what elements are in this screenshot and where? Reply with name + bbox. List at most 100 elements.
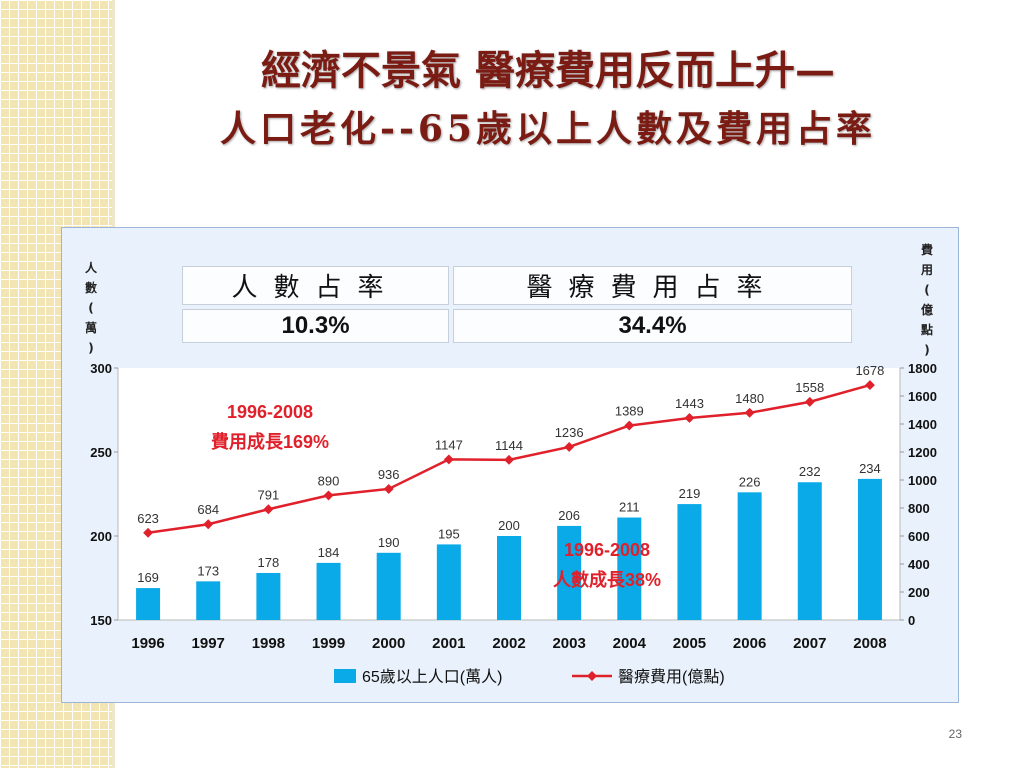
line-value-label: 1443	[675, 396, 704, 411]
bar	[617, 517, 642, 620]
yleft-label-char: 人	[84, 261, 97, 275]
bar	[316, 562, 341, 620]
line-value-label: 1480	[735, 391, 764, 406]
line-marker	[624, 420, 635, 431]
line-value-label: 1147	[435, 437, 463, 452]
x-axis-category-label: 2002	[492, 635, 525, 652]
right-axis-tick-label: 0	[908, 613, 915, 628]
line-value-label: 684	[197, 502, 219, 517]
bar	[136, 588, 161, 620]
right-axis-tick-label: 800	[908, 501, 930, 516]
slide-title-line-1: 經濟不景氣 醫療費用反而上升—	[261, 47, 835, 94]
bar	[436, 544, 461, 620]
x-axis-category-label: 1999	[312, 635, 345, 652]
combo-chart: 150 200 250 300 0 200 400 600 800 1000 1200 1400 160…	[90, 361, 937, 686]
right-axis-tick-label: 1400	[908, 417, 937, 432]
line-marker	[744, 407, 755, 418]
chart-panel: 人數 (萬) 費用 (億點) 人數占率 醫療費用占率 10.3% 34.4% 150…	[61, 227, 959, 703]
bar-value-label: 232	[799, 464, 821, 479]
right-axis-title: 費用 (億點)	[918, 240, 936, 360]
right-axis-tick-label: 1200	[908, 445, 937, 460]
bar-value-label: 206	[558, 508, 580, 523]
line-value-label: 936	[378, 467, 400, 482]
bar	[557, 525, 582, 620]
x-axis-category-label: 1996	[131, 635, 164, 652]
line-marker	[684, 413, 695, 423]
yright-label-char: 費	[920, 243, 933, 257]
annotation-cost-growth: 費用成長169%	[211, 431, 329, 452]
yleft-label-char: 數	[84, 281, 97, 295]
bar	[497, 536, 521, 620]
yright-label-char: 用	[920, 263, 933, 277]
x-axis-category-label: 2007	[793, 635, 826, 652]
bar-value-label: 211	[619, 500, 640, 515]
bar-value-label: 184	[318, 545, 340, 560]
line-marker	[804, 396, 815, 407]
bar-value-label: 219	[679, 486, 701, 501]
x-axis-category-label: 2004	[613, 635, 647, 652]
x-axis-category-label: 2003	[552, 635, 585, 652]
summary-value-population-share: 10.3%	[182, 309, 450, 343]
line-value-label: 890	[318, 473, 340, 488]
line-marker	[383, 484, 394, 494]
line-marker	[143, 527, 154, 538]
summary-table: 人數占率 醫療費用占率 10.3% 34.4%	[178, 262, 856, 347]
left-axis-tick-label: 150	[90, 613, 112, 628]
line-marker	[864, 380, 875, 391]
x-axis-category-label: 2000	[372, 635, 405, 652]
yright-label-char: (	[924, 283, 930, 297]
slide-number: 23	[948, 727, 962, 741]
bar	[737, 492, 762, 620]
bar	[256, 572, 281, 620]
legend-bar-swatch	[334, 669, 356, 683]
bar-value-label: 178	[258, 555, 280, 570]
bar-value-label: 169	[137, 570, 159, 585]
bar	[196, 581, 221, 620]
line-value-label: 1144	[495, 438, 523, 453]
x-axis-category-label: 1997	[192, 635, 225, 652]
line-marker	[443, 454, 454, 465]
left-axis-tick-label: 250	[90, 445, 112, 460]
summary-header-cost-share: 醫療費用占率	[453, 266, 852, 305]
bar-value-label: 226	[739, 474, 761, 489]
bar	[857, 478, 882, 620]
line-value-label: 1558	[795, 380, 824, 395]
yright-label-char: 億	[920, 303, 933, 317]
line-value-label: 1389	[615, 404, 644, 419]
right-axis-tick-label: 200	[908, 585, 930, 600]
left-axis-tick-label: 300	[90, 361, 112, 376]
legend-bar-label: 65歲以上人口(萬人)	[362, 668, 502, 686]
line-value-label: 1236	[555, 425, 584, 440]
line-value-label: 623	[137, 511, 159, 526]
yleft-label-char: )	[88, 341, 94, 355]
right-axis-tick-label: 1000	[908, 473, 937, 488]
x-axis-category-label: 2005	[673, 635, 706, 652]
line-marker	[564, 442, 575, 452]
bar	[376, 552, 401, 620]
bar	[677, 504, 702, 620]
legend-line-marker	[587, 671, 597, 681]
yleft-label-char: (	[88, 301, 94, 315]
bar-value-label: 234	[859, 461, 881, 476]
left-axis-tick-label: 200	[90, 529, 112, 544]
right-axis-tick-label: 1600	[908, 389, 937, 404]
summary-header-population-share: 人數占率	[182, 266, 450, 305]
x-axis-category-label: 2008	[853, 635, 886, 652]
x-axis-category-label: 2001	[432, 635, 465, 652]
annotation-cost-range: 1996-2008	[227, 402, 313, 422]
right-axis-tick-label: 1800	[908, 361, 937, 376]
annotation-people-growth: 人數成長38%	[553, 569, 661, 590]
right-axis-tick-label: 600	[908, 529, 930, 544]
yright-label-char: )	[924, 343, 930, 357]
line-marker	[203, 519, 214, 530]
bar-value-label: 190	[378, 535, 400, 550]
legend-line-label: 醫療費用(億點)	[618, 668, 725, 686]
line-value-label: 791	[258, 487, 280, 502]
annotation-people-range: 1996-2008	[564, 540, 650, 560]
yleft-label-char: 萬	[84, 321, 97, 335]
slide-title-line-2: 人口老化--65歲以上人數及費用占率	[220, 108, 876, 150]
bar-value-label: 200	[498, 518, 520, 533]
bar	[797, 482, 822, 620]
line-value-label: 1678	[855, 363, 884, 378]
left-axis-title: 人數 ( 萬)	[82, 258, 100, 358]
